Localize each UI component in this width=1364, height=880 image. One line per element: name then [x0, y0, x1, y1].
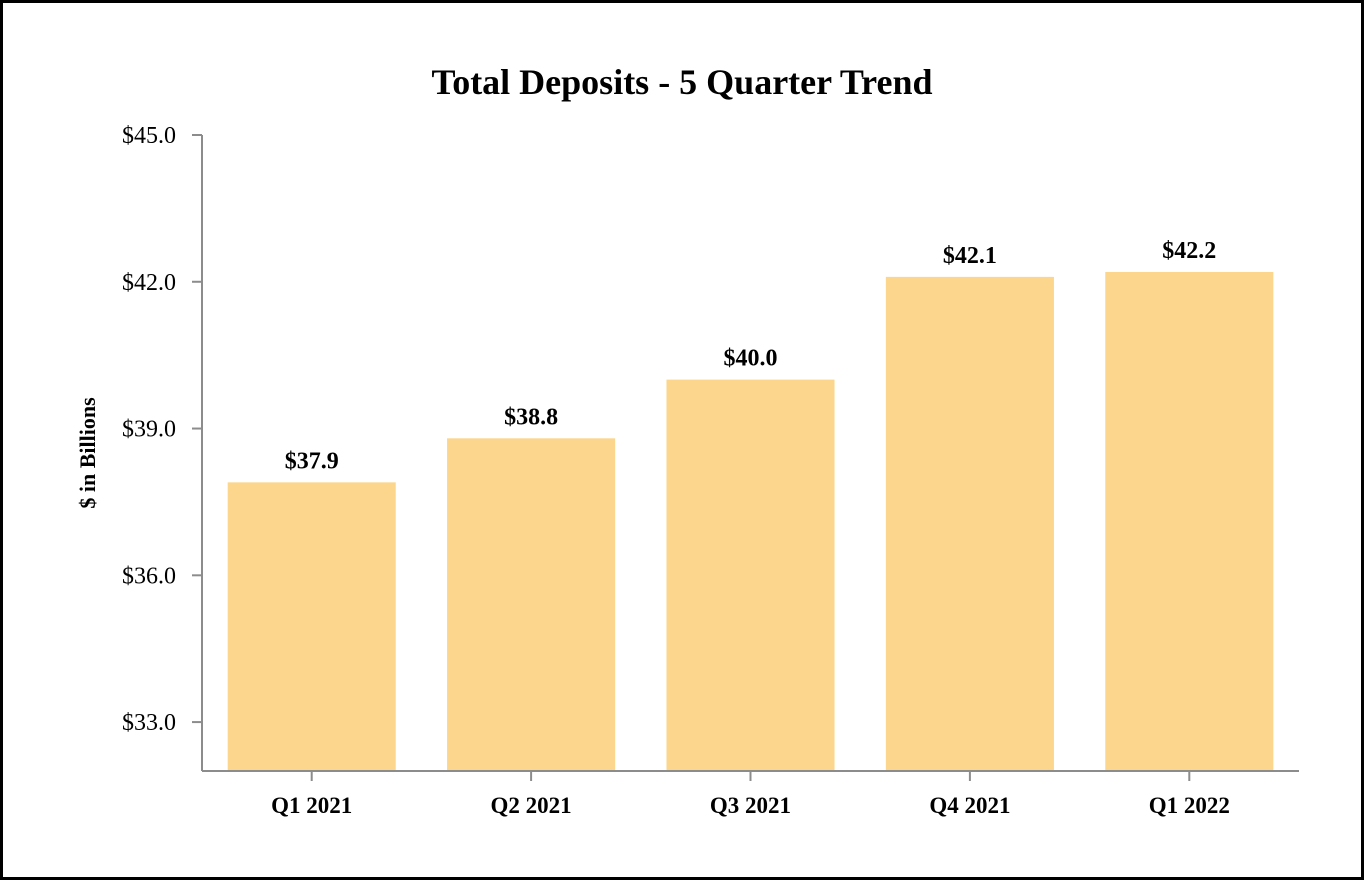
y-tick-label: $36.0	[122, 563, 176, 589]
bar	[227, 482, 396, 771]
y-axis-label: $ in Billions	[75, 397, 100, 509]
data-labels: $37.9 $38.8 $40.0 $42.1 $42.2	[285, 238, 1217, 474]
y-tick-label: $33.0	[122, 710, 176, 736]
x-tick-label: Q1 2021	[271, 793, 352, 818]
x-tick-label: Q4 2021	[929, 793, 1010, 818]
y-tick-label: $42.0	[122, 270, 176, 296]
bar-value-label: $38.8	[504, 404, 558, 430]
bar-value-label: $42.1	[943, 243, 997, 269]
x-axis-ticks: Q1 2021 Q2 2021 Q3 2021 Q4 2021 Q1 2022	[271, 771, 1230, 818]
y-tick-label: $45.0	[122, 123, 176, 149]
bar-value-label: $42.2	[1162, 238, 1216, 264]
bar	[1105, 271, 1274, 771]
y-tick-label: $39.0	[122, 417, 176, 443]
bars	[227, 271, 1274, 771]
bar	[666, 379, 835, 771]
x-tick-label: Q3 2021	[710, 793, 791, 818]
x-tick-label: Q1 2022	[1149, 793, 1230, 818]
bar-value-label: $40.0	[724, 346, 778, 372]
bar-value-label: $37.9	[285, 448, 339, 474]
bar	[885, 276, 1054, 771]
chart-title: Total Deposits - 5 Quarter Trend	[431, 62, 932, 102]
bar	[447, 438, 616, 771]
y-axis-ticks: $33.0 $36.0 $39.0 $42.0 $45.0	[122, 123, 202, 736]
x-tick-label: Q2 2021	[491, 793, 572, 818]
